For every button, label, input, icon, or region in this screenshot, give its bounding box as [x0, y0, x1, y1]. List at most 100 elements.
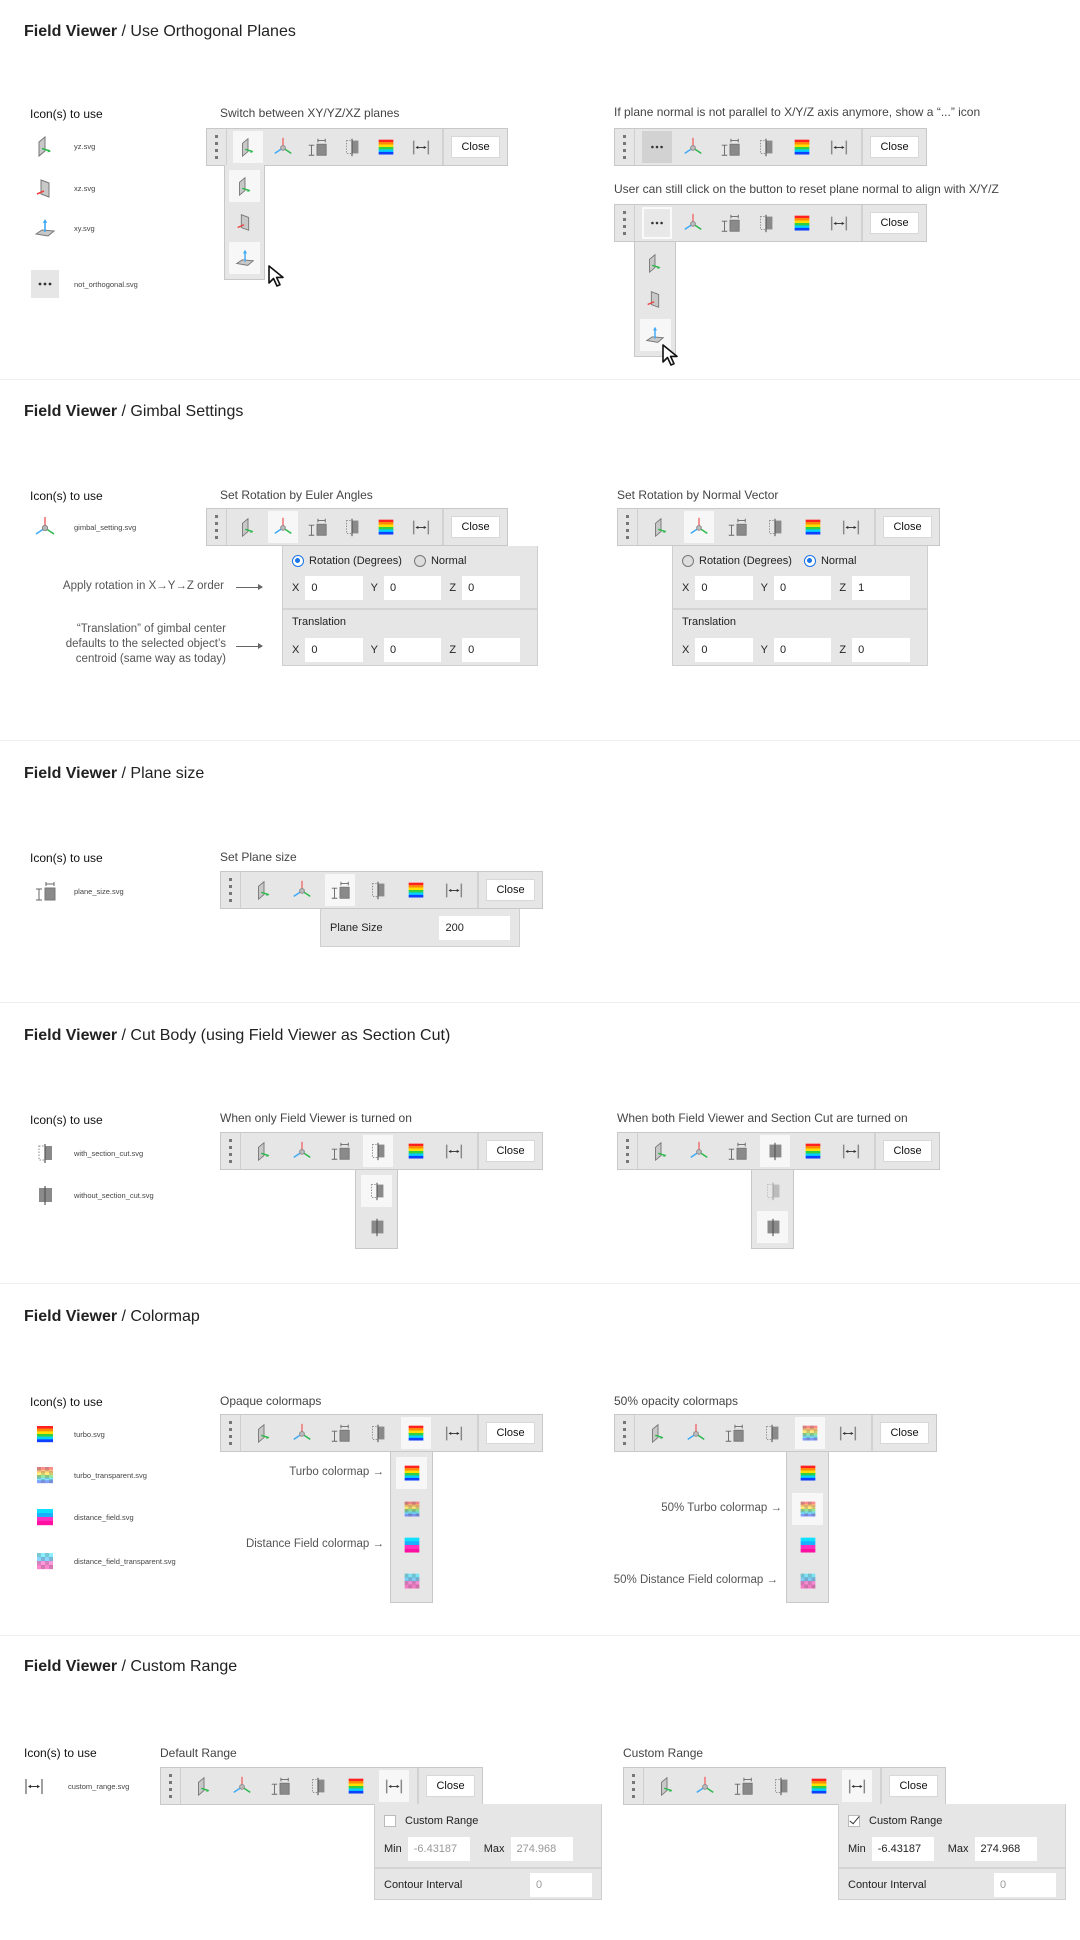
- plane-orientation-button[interactable]: [189, 1770, 219, 1802]
- colormap-button[interactable]: [787, 207, 817, 239]
- close-button[interactable]: Close: [451, 516, 500, 538]
- close-button[interactable]: Close: [880, 1422, 929, 1444]
- drag-handle[interactable]: [615, 129, 635, 165]
- dropdown-option-yz[interactable]: [640, 247, 671, 279]
- colormap-button[interactable]: [371, 131, 401, 163]
- custom-range-button[interactable]: [439, 874, 469, 906]
- colormap-button[interactable]: [341, 1770, 371, 1802]
- colormap-button[interactable]: [798, 1135, 828, 1167]
- close-button[interactable]: Close: [889, 1775, 938, 1797]
- dropdown-option-turbo-transparent[interactable]: [792, 1493, 823, 1525]
- plane-size-button[interactable]: [325, 1135, 355, 1167]
- plane-size-button[interactable]: [265, 1770, 295, 1802]
- close-button[interactable]: Close: [451, 136, 500, 158]
- drag-handle[interactable]: [221, 1133, 241, 1169]
- section-cut-button[interactable]: [766, 1770, 796, 1802]
- gimbal-settings-button[interactable]: [684, 511, 714, 543]
- rotation-z-input[interactable]: 0: [462, 576, 521, 600]
- dropdown-option-xz[interactable]: [229, 206, 260, 238]
- plane-size-button[interactable]: [722, 511, 752, 543]
- normal-radio[interactable]: [413, 555, 426, 567]
- dropdown-option-xz[interactable]: [640, 283, 671, 315]
- plane-size-button[interactable]: [728, 1770, 758, 1802]
- section-cut-button[interactable]: [337, 511, 367, 543]
- section-cut-button[interactable]: [751, 207, 781, 239]
- plane-orientation-button[interactable]: [646, 1135, 676, 1167]
- contour-interval-input[interactable]: 0: [530, 1872, 592, 1897]
- plane-orientation-button[interactable]: [642, 207, 673, 239]
- plane-size-input[interactable]: 200: [439, 915, 510, 940]
- plane-size-button[interactable]: [719, 1417, 749, 1449]
- custom-range-button[interactable]: [379, 1770, 409, 1802]
- drag-handle[interactable]: [221, 1415, 241, 1451]
- close-button[interactable]: Close: [486, 1422, 535, 1444]
- plane-orientation-button[interactable]: [652, 1770, 682, 1802]
- section-cut-button[interactable]: [303, 1770, 333, 1802]
- contour-interval-input[interactable]: 0: [994, 1872, 1056, 1897]
- close-button[interactable]: Close: [486, 879, 535, 901]
- drag-handle[interactable]: [615, 1415, 635, 1451]
- custom-range-button[interactable]: [842, 1770, 872, 1802]
- normal-radio[interactable]: [803, 555, 816, 567]
- drag-handle[interactable]: [221, 872, 241, 908]
- colormap-button[interactable]: [798, 511, 828, 543]
- close-button[interactable]: Close: [426, 1775, 475, 1797]
- translation-x-input[interactable]: 0: [305, 638, 363, 662]
- gimbal-settings-button[interactable]: [287, 1417, 317, 1449]
- rotation-radio[interactable]: [682, 555, 694, 567]
- translation-z-input[interactable]: 0: [462, 638, 521, 662]
- section-cut-button[interactable]: [760, 511, 790, 543]
- section-cut-button[interactable]: [337, 131, 367, 163]
- plane-orientation-button[interactable]: [646, 511, 676, 543]
- close-button[interactable]: Close: [486, 1140, 535, 1162]
- gimbal-settings-button[interactable]: [678, 207, 708, 239]
- rotation-y-input[interactable]: 0: [774, 576, 832, 600]
- section-cut-button[interactable]: [363, 1135, 393, 1167]
- colormap-button[interactable]: [795, 1417, 825, 1449]
- section-cut-button[interactable]: [751, 131, 781, 163]
- dropdown-option-without-section-cut[interactable]: [361, 1211, 392, 1243]
- custom-range-button[interactable]: [824, 207, 854, 239]
- translation-y-input[interactable]: 0: [774, 638, 832, 662]
- section-cut-button[interactable]: [757, 1417, 787, 1449]
- rotation-radio[interactable]: [292, 555, 304, 567]
- plane-size-button[interactable]: [325, 1417, 355, 1449]
- colormap-button[interactable]: [401, 1135, 431, 1167]
- colormap-button[interactable]: [787, 131, 817, 163]
- close-button[interactable]: Close: [870, 136, 919, 158]
- drag-handle[interactable]: [207, 509, 227, 545]
- drag-handle[interactable]: [618, 509, 638, 545]
- drag-handle[interactable]: [207, 129, 227, 165]
- colormap-button[interactable]: [804, 1770, 834, 1802]
- max-input[interactable]: 274.968: [974, 1837, 1037, 1861]
- custom-range-button[interactable]: [439, 1417, 469, 1449]
- gimbal-settings-button[interactable]: [267, 511, 298, 543]
- custom-range-button[interactable]: [406, 131, 436, 163]
- dropdown-option-with-section-cut[interactable]: [361, 1175, 392, 1207]
- custom-range-button[interactable]: [836, 1135, 866, 1167]
- plane-size-button[interactable]: [722, 1135, 752, 1167]
- plane-size-button[interactable]: [302, 511, 332, 543]
- gimbal-settings-button[interactable]: [681, 1417, 711, 1449]
- section-cut-button[interactable]: [760, 1135, 790, 1167]
- plane-orientation-button[interactable]: [642, 131, 673, 163]
- translation-z-input[interactable]: 0: [852, 638, 911, 662]
- dropdown-option-turbo-transparent[interactable]: [396, 1493, 427, 1525]
- max-input[interactable]: 274.968: [510, 1837, 573, 1861]
- plane-size-button[interactable]: [715, 207, 745, 239]
- rotation-y-input[interactable]: 0: [384, 576, 442, 600]
- close-button[interactable]: Close: [870, 212, 919, 234]
- dropdown-option-distance-field[interactable]: [792, 1529, 823, 1561]
- plane-orientation-button[interactable]: [249, 874, 279, 906]
- colormap-button[interactable]: [401, 874, 431, 906]
- dropdown-option-with-section-cut[interactable]: [757, 1175, 788, 1207]
- plane-orientation-button[interactable]: [249, 1417, 279, 1449]
- plane-orientation-button[interactable]: [233, 131, 264, 163]
- drag-handle[interactable]: [615, 205, 635, 241]
- colormap-button[interactable]: [401, 1417, 431, 1449]
- custom-range-checkbox[interactable]: [848, 1814, 860, 1827]
- gimbal-settings-button[interactable]: [678, 131, 708, 163]
- plane-orientation-button[interactable]: [249, 1135, 279, 1167]
- dropdown-option-yz[interactable]: [229, 170, 260, 202]
- close-button[interactable]: Close: [883, 516, 932, 538]
